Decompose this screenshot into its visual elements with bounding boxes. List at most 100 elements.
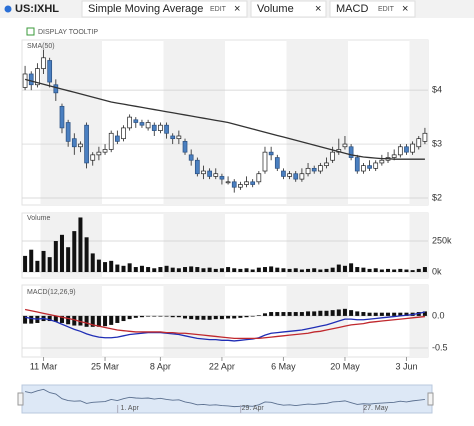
- tab-edit[interactable]: EDIT: [210, 6, 227, 13]
- volume-bar: [232, 268, 237, 272]
- macd-histogram: [355, 311, 360, 316]
- candle-body: [65, 122, 71, 142]
- macd-histogram: [133, 315, 138, 318]
- candle-body: [164, 124, 169, 134]
- candle-body: [250, 181, 256, 185]
- candle-body: [367, 165, 372, 169]
- volume-bar: [373, 268, 378, 272]
- candle-body: [158, 124, 163, 131]
- tab[interactable]: [250, 0, 327, 18]
- navigator-label: 27. May: [363, 405, 388, 412]
- tab-close[interactable]: ×: [315, 3, 321, 15]
- macd-histogram: [170, 315, 175, 318]
- volume-bar: [53, 241, 58, 272]
- volume-bar: [29, 249, 34, 272]
- volume-bar: [226, 267, 231, 272]
- volume-bar: [336, 264, 341, 272]
- volume-bar: [213, 268, 218, 272]
- macd-histogram: [47, 315, 52, 322]
- macd-histogram: [127, 315, 132, 320]
- volume-bar: [103, 262, 108, 272]
- volume-bar: [262, 267, 267, 272]
- tab-close[interactable]: ×: [402, 3, 408, 15]
- candle-body: [299, 173, 305, 180]
- x-tick-label: 11 Mar: [30, 361, 57, 371]
- x-tick-label: 25 Mar: [91, 361, 119, 371]
- candle-body: [35, 68, 40, 86]
- macd-histogram: [244, 315, 249, 318]
- tab-edit[interactable]: EDIT: [378, 6, 395, 13]
- candle-body: [213, 173, 219, 177]
- volume-bar: [47, 257, 52, 272]
- macd-histogram: [256, 315, 261, 316]
- y-tick-label: 0k: [432, 266, 442, 276]
- volume-bar: [256, 267, 261, 272]
- y-tick-label: 250k: [432, 235, 452, 245]
- candle-body: [256, 173, 262, 183]
- candle-body: [416, 138, 422, 148]
- candle-body: [207, 170, 212, 177]
- navigator-handle[interactable]: [17, 392, 24, 406]
- macd-histogram: [269, 312, 274, 316]
- macd-histogram: [59, 315, 64, 323]
- tab[interactable]: [81, 0, 248, 18]
- candle-body: [108, 132, 114, 150]
- macd-histogram: [336, 309, 341, 316]
- candle-body: [281, 170, 286, 177]
- volume-bar: [121, 265, 126, 272]
- candle-body: [102, 149, 108, 153]
- volume-bar: [269, 266, 274, 272]
- macd-histogram: [115, 315, 120, 323]
- symbol-dot: [4, 5, 12, 13]
- volume-bar: [195, 267, 200, 272]
- x-tick-label: 20 May: [330, 361, 360, 371]
- volume-bar: [398, 268, 403, 272]
- tooltip-toggle[interactable]: DISPLAY TOOLTIP: [38, 29, 98, 36]
- candle-body: [311, 167, 317, 172]
- candle-body: [324, 162, 329, 166]
- macd-histogram: [96, 315, 101, 327]
- macd-histogram: [293, 312, 298, 316]
- checkbox[interactable]: [26, 27, 35, 36]
- volume-bar: [306, 268, 311, 272]
- macd-histogram: [201, 315, 206, 320]
- candle-body: [293, 173, 299, 180]
- sma-line: [24, 78, 425, 160]
- candle-body: [78, 143, 83, 148]
- macd-histogram: [121, 315, 126, 322]
- macd-histogram: [66, 315, 71, 325]
- candle-body: [22, 73, 28, 88]
- candle-body: [391, 154, 397, 158]
- volume-bar: [170, 267, 175, 272]
- volume-bar: [201, 268, 206, 272]
- tab[interactable]: [329, 0, 416, 18]
- candle-body: [127, 116, 133, 129]
- macd-histogram: [379, 312, 384, 316]
- candle-body: [151, 124, 157, 131]
- volume-bar: [422, 267, 427, 272]
- volume-bar: [324, 268, 329, 272]
- volume-bar: [78, 217, 83, 272]
- macd-histogram: [373, 312, 378, 316]
- macd-histogram: [158, 315, 163, 317]
- volume-bar: [299, 269, 304, 272]
- volume-bar: [361, 267, 366, 272]
- macd-histogram: [78, 315, 83, 326]
- macd-histogram: [349, 310, 354, 316]
- volume-bar: [379, 269, 384, 272]
- tab-close[interactable]: ×: [234, 3, 240, 15]
- volume-bar: [238, 268, 243, 272]
- volume-bar: [139, 265, 144, 272]
- candle-body: [28, 73, 34, 86]
- volume-bar: [176, 268, 181, 272]
- candle-body: [139, 122, 145, 126]
- volume-bar: [146, 267, 151, 272]
- navigator-handle[interactable]: [427, 392, 434, 406]
- candle-body: [41, 57, 46, 69]
- volume-bar: [115, 264, 120, 272]
- candle-body: [361, 165, 366, 172]
- volume-bar: [367, 268, 372, 272]
- macd-histogram: [195, 315, 200, 320]
- tab-name: Simple Moving Average: [88, 3, 203, 15]
